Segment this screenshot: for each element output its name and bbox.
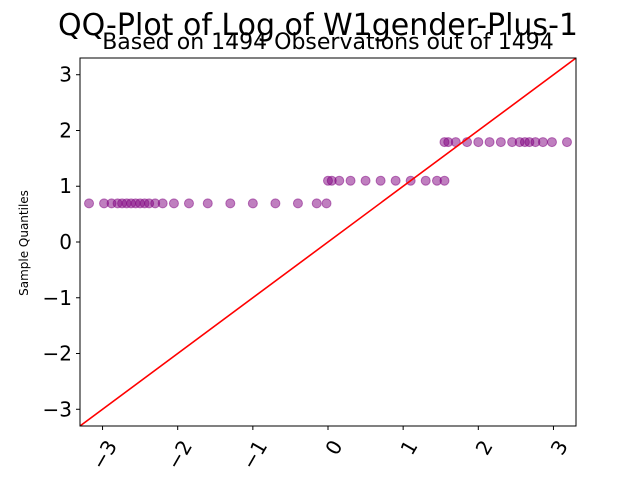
data-point [334,175,345,186]
y-tick-label: 3 [59,63,72,87]
data-point [345,175,356,186]
data-point [546,137,557,148]
data-point [439,175,450,186]
y-axis-label: Sample Quantiles [17,190,31,296]
y-tick-label: −3 [43,397,72,421]
y-tick-label: −1 [43,286,72,310]
data-point [484,137,495,148]
data-point [360,175,371,186]
x-tick-label: 1 [395,436,422,459]
data-point [157,198,168,209]
data-point [183,198,194,209]
y-tick-label: 0 [59,230,72,254]
plot-area [80,58,576,426]
data-point [375,175,386,186]
data-point [495,137,506,148]
x-tick-label: 2 [471,436,498,459]
y-tick-label: −2 [43,342,72,366]
data-point [420,175,431,186]
chart-subtitle: Based on 1494 Observations out of 1494 [102,30,554,55]
data-point [292,198,303,209]
data-point [247,198,258,209]
data-point [390,175,401,186]
x-tick-label: −1 [237,436,273,474]
x-tick-label: 0 [320,436,347,459]
data-point [311,198,322,209]
y-tick-label: 1 [59,174,72,198]
data-point [168,198,179,209]
data-point [537,137,548,148]
x-axis-ticks: −3 −2 −1 0 1 2 3 [86,426,573,474]
data-point [270,198,281,209]
chart-title: QQ-Plot of Log of W1gender-Plus-1 [58,8,578,43]
y-tick-label: 2 [59,118,72,142]
reference-line [80,58,576,426]
data-point [321,198,332,209]
x-tick-label: −3 [86,436,122,474]
x-tick-label: 3 [546,436,573,459]
data-point [225,198,236,209]
data-point [561,137,572,148]
data-point [473,137,484,148]
y-axis-ticks: −3 −2 −1 0 1 2 3 [43,63,80,421]
x-tick-label: −2 [162,436,198,474]
data-point [84,198,95,209]
data-point [202,198,213,209]
